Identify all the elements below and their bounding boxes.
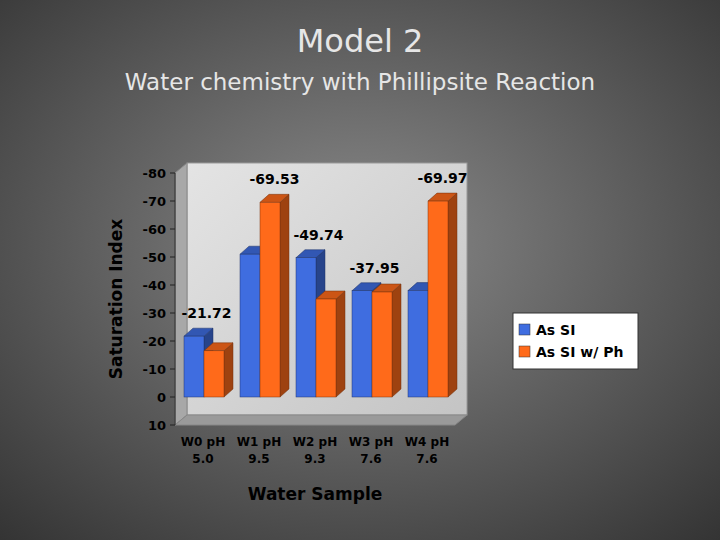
x-tick-line: W0 pH	[181, 435, 225, 449]
bar-front	[240, 254, 260, 397]
bar	[316, 291, 345, 397]
y-axis-line	[175, 173, 176, 425]
data-label: -69.97	[417, 170, 467, 186]
legend-label: As SI	[536, 322, 575, 338]
y-tick	[170, 173, 175, 174]
y-tick-label: 0	[157, 390, 166, 405]
x-tick-line: 5.0	[192, 452, 213, 466]
bar-front	[408, 291, 428, 397]
legend-box	[513, 313, 638, 369]
bar-top	[316, 291, 345, 299]
y-tick-label: 10	[148, 418, 166, 433]
y-tick	[170, 201, 175, 202]
bar-front	[428, 201, 448, 397]
x-tick-line: W1 pH	[237, 435, 281, 449]
y-tick	[170, 397, 175, 398]
bar-front	[316, 299, 336, 397]
bar-top	[184, 328, 213, 336]
data-label: -69.53	[249, 171, 299, 187]
y-tick	[170, 425, 175, 426]
x-tick-line: 9.3	[304, 452, 325, 466]
bar-front	[352, 291, 372, 397]
y-tick-label: -80	[143, 166, 167, 181]
bar-top	[296, 250, 325, 258]
bar-front	[296, 258, 316, 397]
back-wall	[187, 163, 467, 415]
x-tick-line: 7.6	[360, 452, 381, 466]
x-tick-line: 7.6	[416, 452, 437, 466]
legend-swatch	[519, 346, 530, 357]
bar-side	[224, 343, 233, 397]
data-label: -37.95	[349, 260, 399, 276]
y-tick	[170, 341, 175, 342]
bar-top	[260, 194, 289, 202]
legend-label: As SI w/ Ph	[536, 344, 623, 360]
bar-side	[336, 291, 345, 397]
title: Model 2	[297, 22, 424, 60]
bar	[260, 194, 289, 397]
legend-swatch	[519, 324, 530, 335]
x-tick-label: W3 pH 7.6	[349, 435, 393, 466]
floor	[175, 415, 467, 425]
x-axis-title: Water Sample	[248, 484, 383, 504]
bar-top	[428, 193, 457, 201]
data-label: -49.74	[293, 227, 343, 243]
y-tick-label: -50	[143, 250, 167, 265]
x-tick-line: W2 pH	[293, 435, 337, 449]
background	[0, 0, 720, 540]
y-tick	[170, 285, 175, 286]
y-tick	[170, 313, 175, 314]
x-tick-line: W4 pH	[405, 435, 449, 449]
y-tick-label: -60	[143, 222, 167, 237]
chart-root: Model 2 Water chemistry with Phillipsite …	[0, 0, 720, 540]
bar-side	[280, 194, 289, 397]
y-axis-title: Saturation Index	[106, 219, 126, 380]
y-tick-label: -20	[143, 334, 167, 349]
data-label: -21.72	[181, 305, 231, 321]
y-tick	[170, 229, 175, 230]
y-tick	[170, 369, 175, 370]
bar-side	[448, 193, 457, 397]
bars	[184, 193, 457, 397]
bar-side	[392, 284, 401, 397]
data-labels: -21.72 -49.74 -37.95 -69.53 -69.97	[181, 170, 467, 321]
bar	[372, 284, 401, 397]
y-tick	[170, 257, 175, 258]
bar-front	[372, 292, 392, 397]
y-tick-label: -70	[143, 194, 167, 209]
bar-top	[204, 343, 233, 351]
legend: As SI As SI w/ Ph	[513, 313, 638, 369]
y-tick-label: -10	[143, 362, 167, 377]
bar-top	[372, 284, 401, 292]
x-tick-line: 9.5	[248, 452, 269, 466]
bar-front	[184, 336, 204, 397]
y-tick-label: -40	[143, 278, 167, 293]
subtitle: Water chemistry with Phillipsite Reactio…	[125, 69, 595, 95]
y-tick-label: -30	[143, 306, 167, 321]
x-tick-label: W1 pH 9.5	[237, 435, 281, 466]
x-tick-label: W0 pH 5.0	[181, 435, 225, 466]
bar-front	[204, 351, 224, 397]
bar	[428, 193, 457, 397]
x-tick-label: W4 pH 7.6	[405, 435, 449, 466]
bar-front	[260, 202, 280, 397]
x-tick-line: W3 pH	[349, 435, 393, 449]
bar	[204, 343, 233, 397]
x-tick-label: W2 pH 9.3	[293, 435, 337, 466]
